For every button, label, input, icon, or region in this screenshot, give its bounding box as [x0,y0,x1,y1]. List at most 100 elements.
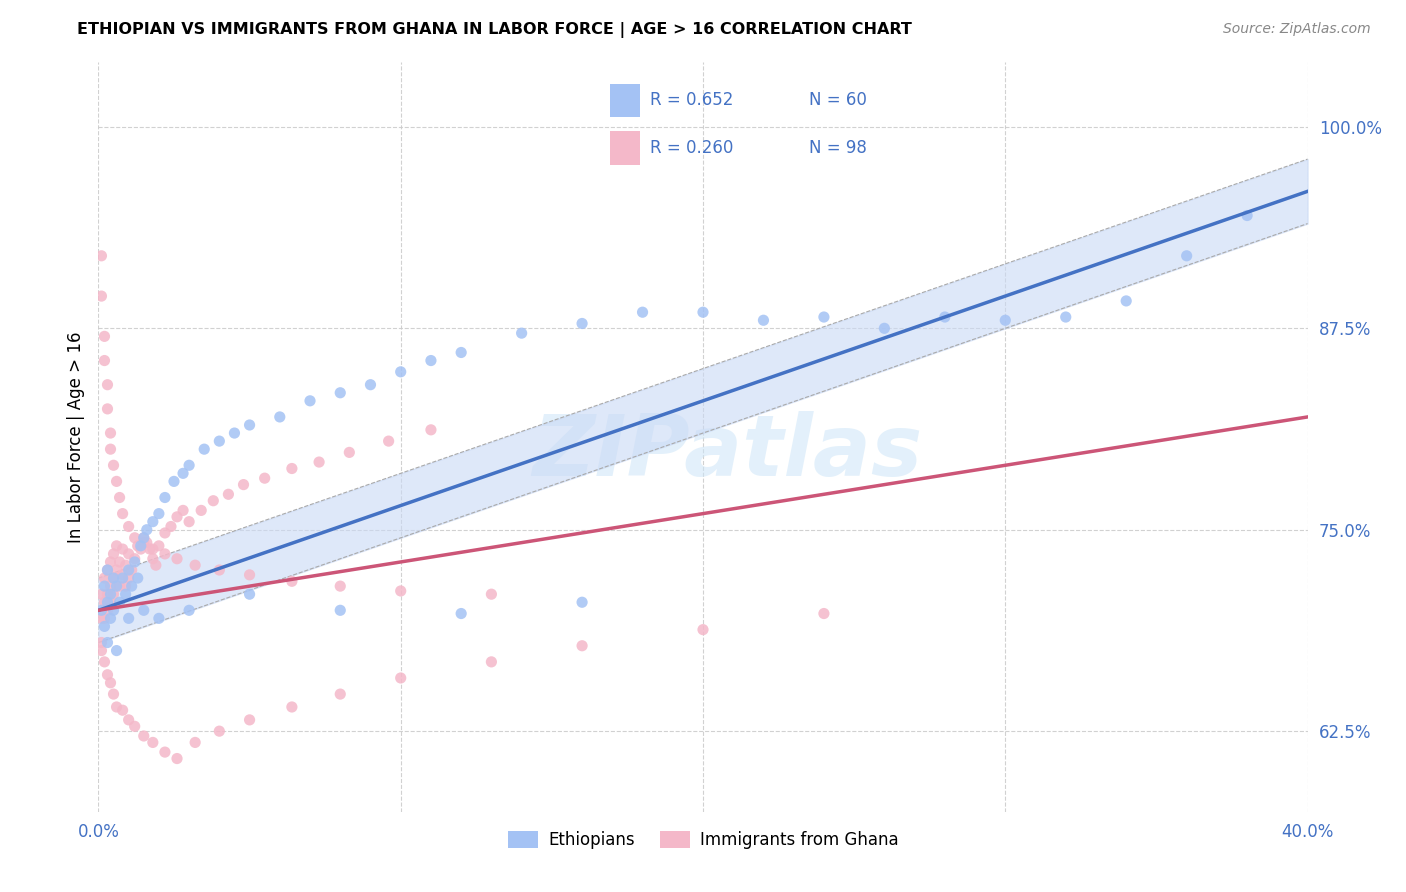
Point [103,571,125,585]
Point [179,515,201,529]
Point [389,365,412,379]
Point [813,607,835,621]
Point [127,539,149,553]
Point [172,467,194,481]
Point [329,385,352,400]
Point [217,487,239,501]
Point [100,425,122,440]
Point [132,603,155,617]
Point [96,563,118,577]
Point [111,507,134,521]
Text: ETHIOPIAN VS IMMIGRANTS FROM GHANA IN LABOR FORCE | AGE > 16 CORRELATION CHART: ETHIOPIAN VS IMMIGRANTS FROM GHANA IN LA… [77,22,912,38]
Point [934,310,956,324]
Point [752,313,775,327]
Point [142,551,165,566]
Point [105,563,128,577]
Point [105,700,128,714]
Point [208,563,231,577]
Point [190,503,212,517]
Point [281,700,304,714]
Text: Source: ZipAtlas.com: Source: ZipAtlas.com [1223,22,1371,37]
Point [239,567,262,582]
Point [121,579,143,593]
Point [281,574,304,589]
Point [100,555,122,569]
Point [93,655,115,669]
Point [111,567,134,582]
Point [96,587,118,601]
Point [142,515,165,529]
Point [103,547,125,561]
Point [100,611,122,625]
Point [111,571,134,585]
Point [100,675,122,690]
Point [450,345,472,359]
Point [153,745,176,759]
Point [299,393,322,408]
Point [90,611,112,625]
Point [100,587,122,601]
Point [184,735,207,749]
Point [571,317,593,331]
Point [1054,310,1077,324]
Point [103,587,125,601]
Point [96,377,118,392]
Point [232,477,254,491]
Point [269,409,291,424]
Point [108,579,131,593]
Point [510,326,533,340]
Point [571,595,593,609]
Point [93,571,115,585]
Point [166,751,188,765]
Point [96,635,118,649]
Point [132,531,155,545]
Point [873,321,896,335]
Point [93,619,115,633]
Point [132,729,155,743]
Point [166,551,188,566]
Point [239,417,262,432]
Point [118,713,141,727]
Point [96,401,118,416]
Point [111,703,134,717]
Point [179,458,201,473]
Point [692,305,714,319]
Point [135,535,157,549]
Point [93,595,115,609]
Point [90,289,112,303]
Point [90,643,112,657]
Point [337,445,360,459]
Point [93,353,115,368]
Point [208,434,231,449]
Point [813,310,835,324]
Point [105,579,128,593]
Point [239,587,262,601]
Point [90,635,112,649]
Point [420,423,443,437]
Point [114,579,136,593]
Point [166,509,188,524]
Point [377,434,399,449]
Point [100,442,122,457]
Point [114,558,136,573]
Text: ZIPatlas: ZIPatlas [531,410,922,493]
Point [96,667,118,681]
Point [184,558,207,573]
Point [142,735,165,749]
Point [108,491,131,505]
Point [389,584,412,599]
Point [160,519,183,533]
Point [142,542,165,557]
Point [118,563,141,577]
Point [96,563,118,577]
Point [481,655,503,669]
Point [103,687,125,701]
Point [129,542,152,557]
Point [129,539,152,553]
Point [103,571,125,585]
Point [389,671,412,685]
Point [253,471,276,485]
Point [90,603,112,617]
Point [329,687,352,701]
Point [208,724,231,739]
